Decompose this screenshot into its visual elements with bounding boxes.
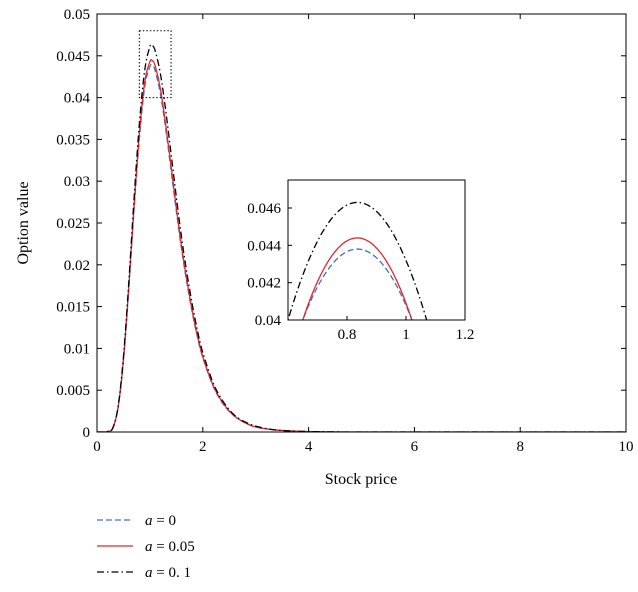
- y-tick-label: 0.025: [56, 216, 90, 232]
- y-axis-title: Option value: [15, 181, 32, 264]
- inset-curves: [288, 201, 428, 320]
- inset-x-tick-label: 0.8: [338, 327, 357, 343]
- x-tick-label: 2: [199, 439, 207, 455]
- inset-y-tick-label: 0.046: [247, 201, 281, 217]
- legend-label-0: a = 0: [145, 513, 176, 529]
- inset-x-tick-label: 1: [402, 327, 410, 343]
- x-tick-label: 10: [619, 439, 634, 455]
- y-tick-label: 0.045: [56, 49, 90, 65]
- main-axis-ticks: 0 2 4 6 8 10 0 0.005 0.01 0.015 0.02 0.025 0.03 0.035…: [56, 7, 633, 455]
- x-tick-label: 6: [411, 439, 419, 455]
- legend: a = 0 a = 0.05 a = 0. 1: [97, 513, 195, 581]
- inset-series-line-1: [302, 237, 413, 320]
- inset-axis-ticks: 0.8 1 1.2 0.04 0.042 0.044 0.046: [247, 201, 474, 343]
- x-tick-label: 0: [93, 439, 101, 455]
- legend-label-1: a = 0.05: [145, 539, 195, 555]
- y-tick-label: 0.005: [56, 383, 90, 399]
- x-axis-title: Stock price: [325, 471, 397, 488]
- inset-series-line-0: [302, 248, 413, 320]
- legend-label-2: a = 0. 1: [145, 565, 191, 581]
- y-tick-label: 0.05: [64, 7, 90, 23]
- y-tick-label: 0.04: [64, 91, 91, 107]
- y-tick-label: 0: [83, 425, 91, 441]
- y-tick-label: 0.015: [56, 300, 90, 316]
- inset-x-tick-label: 1.2: [456, 327, 475, 343]
- y-tick-label: 0.01: [64, 341, 90, 357]
- x-tick-label: 4: [305, 439, 313, 455]
- inset-y-tick-label: 0.044: [247, 238, 281, 254]
- y-tick-label: 0.02: [64, 258, 90, 274]
- inset-y-tick-label: 0.04: [255, 313, 282, 329]
- y-tick-label: 0.03: [64, 174, 90, 190]
- inset-series-line-2: [288, 201, 428, 320]
- inset-background: [288, 180, 465, 320]
- y-tick-label: 0.035: [56, 132, 90, 148]
- x-tick-label: 8: [516, 439, 524, 455]
- inset-frame: [287, 179, 466, 321]
- inset-y-tick-label: 0.042: [247, 276, 281, 292]
